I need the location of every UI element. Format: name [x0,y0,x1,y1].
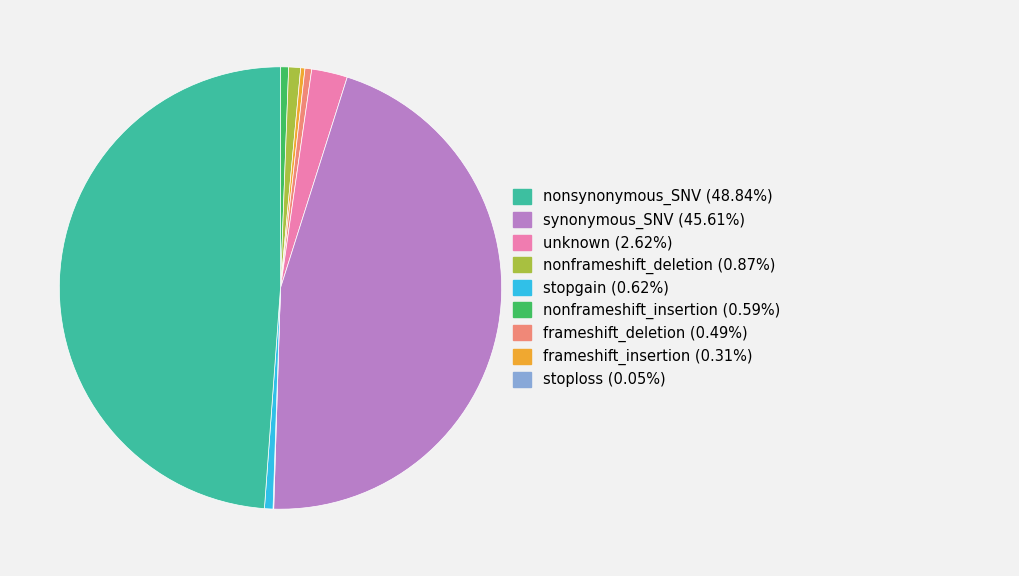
Wedge shape [273,77,501,509]
Wedge shape [280,67,288,288]
Wedge shape [264,288,280,509]
Wedge shape [280,68,312,288]
Wedge shape [280,68,305,288]
Wedge shape [280,67,301,288]
Wedge shape [273,288,280,509]
Wedge shape [280,69,346,288]
Legend: nonsynonymous_SNV (48.84%), synonymous_SNV (45.61%), unknown (2.62%), nonframesh: nonsynonymous_SNV (48.84%), synonymous_S… [508,184,784,392]
Wedge shape [59,67,280,509]
